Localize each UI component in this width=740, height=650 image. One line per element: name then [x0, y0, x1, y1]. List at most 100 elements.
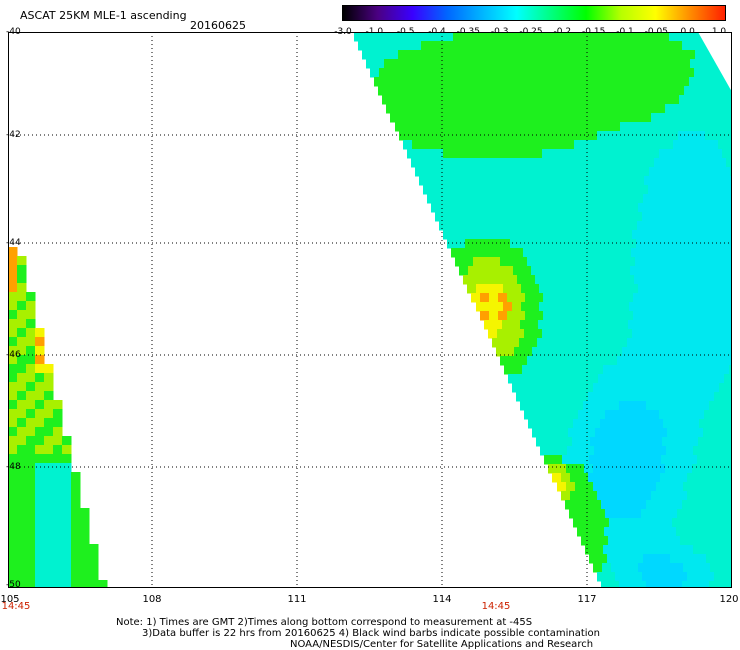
swath-cell — [660, 293, 670, 303]
swath-cell — [701, 464, 711, 474]
swath-cell — [576, 86, 586, 96]
swath-cell — [630, 446, 640, 456]
swath-cell — [567, 365, 577, 375]
swath-cell — [692, 563, 702, 573]
swath-cell — [670, 374, 680, 384]
swath-cell — [603, 365, 613, 375]
swath-cell — [643, 455, 653, 465]
swath-cell — [676, 167, 686, 177]
swath-cell — [585, 446, 595, 456]
lat-label-40: -40 — [6, 27, 21, 37]
swath-cell — [683, 122, 693, 132]
swath-cell — [652, 455, 662, 465]
swath-cell — [389, 50, 399, 60]
swath-cell — [617, 356, 627, 366]
swath-cell — [704, 410, 714, 420]
swath-cell — [26, 418, 36, 428]
swath-cell — [530, 203, 540, 213]
swath-cell — [416, 149, 426, 159]
swath-cell — [621, 266, 631, 276]
swath-cell — [604, 428, 614, 438]
swath-cell — [527, 356, 537, 366]
swath-cell — [447, 59, 457, 69]
swath-cell — [691, 320, 701, 330]
swath-cell — [633, 293, 643, 303]
swath-cell — [683, 563, 693, 573]
swath-cell — [475, 41, 485, 51]
swath-cell — [615, 473, 625, 483]
swath-cell — [17, 481, 27, 491]
lat-label-46: -46 — [6, 350, 21, 360]
swath-cell — [583, 41, 593, 51]
swath-cell — [727, 401, 732, 411]
swath-cell — [533, 410, 543, 420]
swath-cell — [358, 41, 368, 51]
swath-cell — [26, 346, 36, 356]
swath-cell — [530, 302, 540, 312]
swath-cell — [605, 410, 615, 420]
swath-cell — [8, 337, 18, 347]
swath-cell — [402, 59, 412, 69]
swath-cell — [659, 50, 669, 60]
swath-cell — [727, 320, 732, 330]
swath-cell — [493, 221, 503, 231]
swath-cell — [626, 437, 636, 447]
swath-cell — [626, 536, 636, 546]
swath-cell — [632, 329, 642, 339]
swath-cell — [460, 248, 470, 258]
swath-cell — [17, 508, 27, 518]
swath-cell — [632, 149, 642, 159]
swath-cell — [523, 347, 533, 357]
swath-cell — [612, 86, 622, 96]
swath-cell — [35, 436, 45, 446]
swath-cell — [53, 481, 63, 491]
swath-cell — [622, 248, 632, 258]
swath-cell — [593, 464, 603, 474]
swath-cell — [635, 77, 645, 87]
swath-cell — [557, 122, 567, 132]
swath-cell — [415, 68, 425, 78]
swath-cell — [607, 374, 617, 384]
swath-cell — [648, 446, 658, 456]
swath-cell — [657, 266, 667, 276]
swath-cell — [80, 553, 90, 563]
swath-cell — [17, 445, 27, 455]
swath-cell — [472, 275, 482, 285]
swath-cell — [386, 104, 396, 114]
swath-cell — [26, 571, 36, 581]
swath-cell — [675, 446, 685, 456]
swath-cell — [535, 95, 545, 105]
swath-cell — [610, 41, 620, 51]
swath-cell — [678, 131, 688, 141]
swath-cell — [610, 320, 620, 330]
swath-cell — [498, 113, 508, 123]
swath-cell — [611, 464, 621, 474]
swath-cell — [566, 464, 576, 474]
swath-cell — [667, 428, 677, 438]
swath-cell — [519, 239, 529, 249]
swath-cell — [602, 104, 612, 114]
swath-cell — [457, 140, 467, 150]
swath-cell — [489, 131, 499, 141]
swath-cell — [62, 454, 72, 464]
swath-cell — [390, 32, 400, 42]
swath-cell — [496, 248, 506, 258]
swath-cell — [548, 104, 558, 114]
swath-cell — [536, 356, 546, 366]
swath-cell — [634, 554, 644, 564]
swath-cell — [503, 104, 513, 114]
swath-cell — [661, 194, 671, 204]
swath-cell — [664, 41, 674, 51]
swath-cell — [681, 158, 691, 168]
swath-cell — [602, 383, 612, 393]
swath-cell — [723, 572, 732, 582]
swath-cell — [727, 140, 732, 150]
swath-cell — [705, 473, 715, 483]
swath-cell — [588, 113, 598, 123]
swath-cell — [721, 527, 731, 537]
swath-cell — [620, 464, 630, 474]
swath-cell — [583, 221, 593, 231]
swath-cell — [619, 221, 629, 231]
swath-cell — [704, 329, 714, 339]
swath-cell — [464, 77, 474, 87]
